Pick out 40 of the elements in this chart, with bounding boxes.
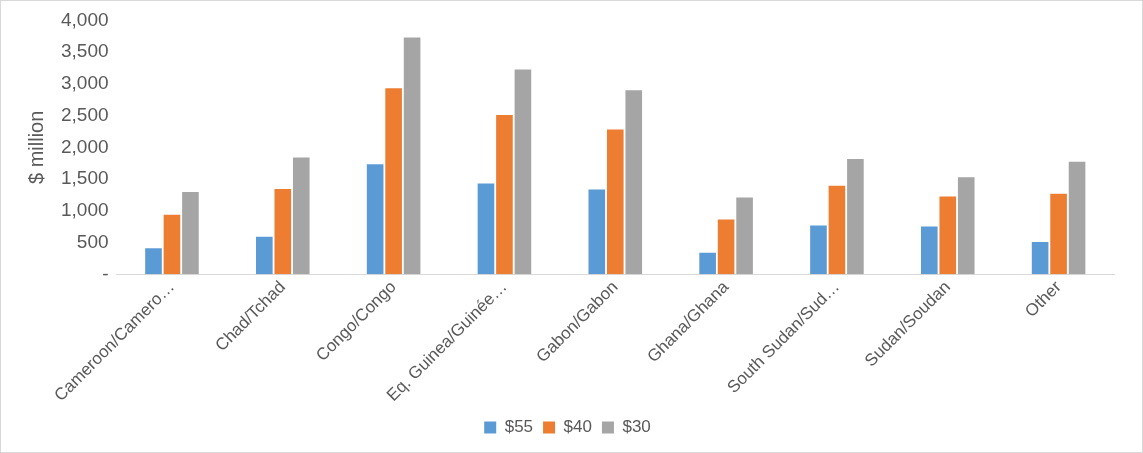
bar <box>145 248 162 275</box>
y-axis-title: $ million <box>24 110 47 185</box>
bar <box>182 192 199 275</box>
bar <box>625 90 643 275</box>
legend-label: $30 <box>622 417 651 437</box>
y-tick-label: 2,500 <box>61 103 109 125</box>
bar <box>292 157 310 275</box>
bar <box>163 214 181 275</box>
y-tick-label: 2,000 <box>61 135 109 157</box>
bar <box>274 188 292 275</box>
bar <box>606 129 624 275</box>
y-tick-label: 4,000 <box>61 8 109 30</box>
y-tick-label: 1,000 <box>61 199 109 221</box>
legend-label: $40 <box>563 417 592 437</box>
bar <box>847 159 864 275</box>
bar <box>828 185 846 275</box>
bar <box>920 226 938 275</box>
bar <box>1031 241 1049 275</box>
bar <box>385 88 402 275</box>
y-tick-label: 3,000 <box>61 72 109 94</box>
bar <box>403 37 421 275</box>
bar <box>699 252 716 275</box>
bar <box>514 69 532 275</box>
bar <box>477 183 495 275</box>
bar <box>736 197 753 275</box>
bar <box>1050 193 1067 275</box>
y-tick-label: 500 <box>76 230 109 252</box>
y-tick-label: 3,500 <box>61 40 109 62</box>
bar <box>366 164 384 275</box>
bar <box>957 177 975 275</box>
bar <box>1068 161 1086 275</box>
legend-label: $55 <box>504 417 534 437</box>
bar <box>496 114 513 275</box>
y-tick-label: - <box>102 262 109 284</box>
bar <box>588 189 606 275</box>
bar <box>256 236 273 275</box>
bar <box>939 196 957 275</box>
bar <box>717 219 735 275</box>
y-tick-label: 1,500 <box>61 167 109 189</box>
bar <box>810 225 827 275</box>
